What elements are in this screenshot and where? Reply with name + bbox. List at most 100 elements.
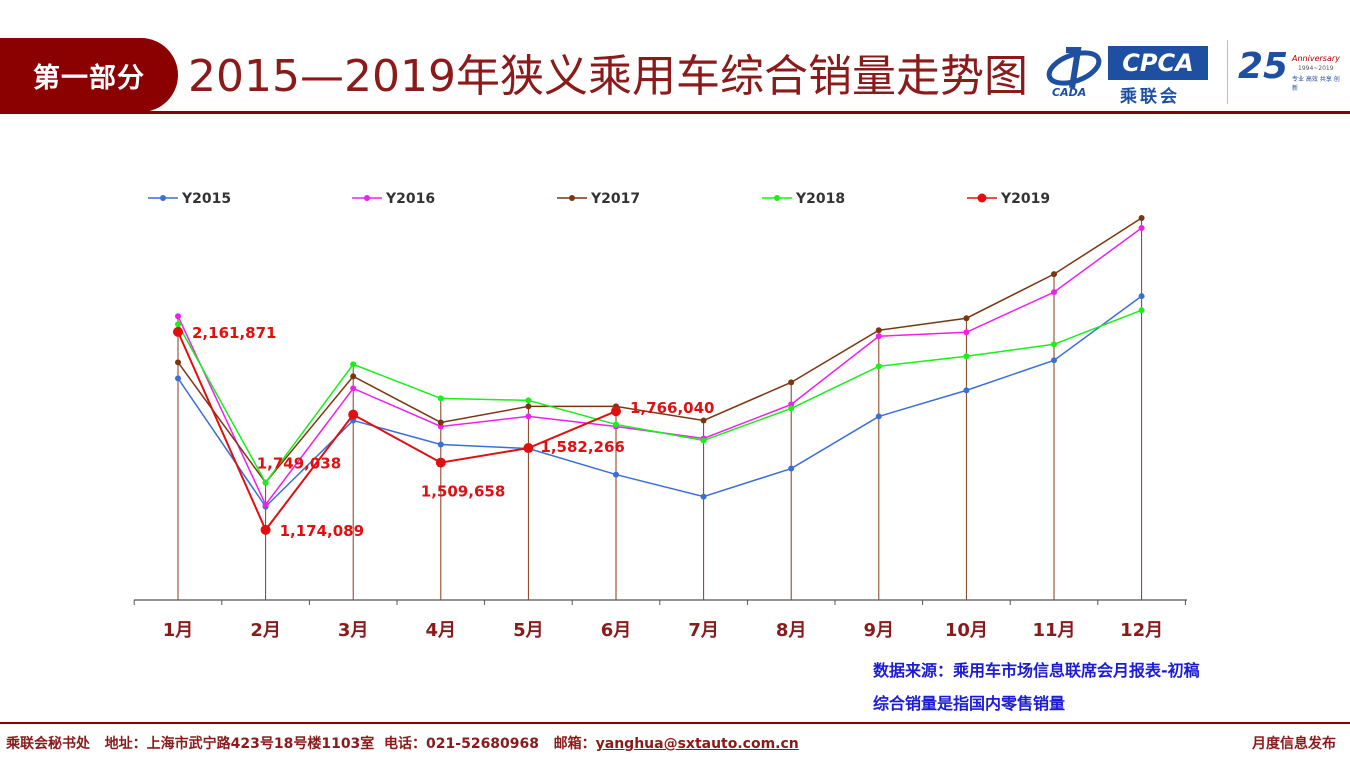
data-point-y2016	[875, 333, 882, 340]
page-title: 2015—2019年狭义乘用车综合销量走势图	[188, 51, 1028, 102]
legend-marker	[569, 195, 575, 201]
data-point-y2016	[1051, 289, 1057, 296]
data-point-y2019	[523, 443, 534, 454]
logo-separator	[1227, 40, 1228, 104]
section-tag: 第一部分	[0, 38, 178, 112]
legend-label: Y2017	[590, 191, 640, 207]
data-point-y2016	[262, 501, 269, 508]
data-point-y2016	[175, 313, 181, 320]
data-point-y2015	[613, 471, 619, 478]
anniversary-years: 1994~2019	[1298, 65, 1334, 72]
data-point-y2016	[963, 329, 970, 336]
x-tick-label: 3月	[338, 620, 369, 641]
data-point-y2015	[437, 441, 444, 448]
data-label: 1,766,040	[630, 399, 714, 417]
data-point-y2018	[437, 395, 444, 402]
data-point-y2018	[613, 421, 619, 428]
data-point-y2016	[525, 413, 532, 420]
x-tick-label: 5月	[513, 620, 544, 641]
x-tick-label: 10月	[945, 620, 988, 641]
cada-logo-text: CADA	[1052, 86, 1087, 99]
legend-label: Y2015	[181, 191, 231, 207]
data-point-y2019	[435, 457, 446, 468]
data-point-y2018	[525, 397, 532, 404]
data-point-y2015	[700, 493, 707, 500]
data-point-y2018	[175, 321, 181, 328]
data-point-y2017	[1138, 214, 1145, 221]
legend-marker	[160, 195, 166, 201]
data-point-y2015	[788, 465, 795, 472]
data-point-y2018	[875, 363, 882, 370]
legend-label: Y2016	[385, 191, 435, 207]
anniversary-tags: 专业 高效 共享 创新	[1292, 76, 1340, 92]
footer-email-label: 邮箱：	[553, 736, 596, 752]
legend-label: Y2019	[1000, 191, 1050, 207]
anniversary-text: Anniversary	[1292, 54, 1340, 63]
data-point-y2017	[788, 379, 795, 386]
cada-logo-icon	[1046, 47, 1102, 89]
data-point-y2019	[611, 406, 621, 417]
data-point-y2019	[173, 326, 183, 337]
cpca-logo: CPCA	[1108, 46, 1208, 80]
data-point-y2017	[350, 373, 357, 380]
series-line-y2018	[177, 309, 1142, 484]
data-source-note: 数据来源：乘用车市场信息联席会月报表-初稿	[873, 661, 1200, 680]
header-bar: 第一部分 2015—2019年狭义乘用车综合销量走势图 CADA CPCA 乘联…	[0, 0, 1350, 114]
x-tick-label: 1月	[163, 620, 194, 641]
data-point-y2018	[1138, 307, 1145, 314]
x-tick-label: 11月	[1032, 620, 1075, 641]
x-tick-label: 9月	[864, 620, 895, 641]
data-point-y2017	[963, 315, 970, 322]
data-point-y2015	[1051, 357, 1057, 364]
data-point-y2018	[350, 361, 357, 368]
footer-info: 乘联会秘书处 地址：上海市武宁路423号18号楼1103室 电话：021-526…	[6, 733, 799, 753]
data-point-y2017	[1051, 271, 1057, 278]
data-label: 1,582,266	[540, 438, 624, 456]
data-point-y2018	[700, 437, 707, 444]
footer-phone: 电话：021-52680968	[384, 736, 540, 752]
data-point-y2017	[525, 403, 532, 410]
data-label: 1,749,038	[257, 455, 341, 473]
data-point-y2017	[875, 327, 882, 334]
x-tick-label: 2月	[250, 620, 281, 641]
data-point-y2019	[260, 524, 271, 535]
data-point-y2018	[963, 353, 970, 360]
legend-label: Y2018	[795, 191, 845, 207]
cpca-logo-cn: 乘联会	[1120, 87, 1180, 107]
footer-divider	[0, 722, 1350, 724]
data-point-y2018	[788, 405, 795, 412]
data-point-y2015	[1138, 293, 1145, 300]
x-tick-label: 6月	[601, 620, 632, 641]
series-line-y2017	[177, 217, 1143, 484]
definition-note: 综合销量是指国内零售销量	[873, 694, 1066, 713]
data-point-y2016	[1138, 225, 1145, 232]
data-point-y2019	[348, 409, 359, 420]
data-label: 1,509,658	[421, 483, 505, 501]
x-tick-label: 8月	[776, 620, 807, 641]
footer-org: 乘联会秘书处	[6, 736, 90, 752]
legend-marker	[774, 195, 780, 201]
x-tick-label: 7月	[688, 620, 719, 641]
legend-marker	[977, 193, 987, 203]
data-point-y2018	[1051, 341, 1057, 348]
data-point-y2017	[700, 417, 707, 424]
data-point-y2015	[175, 375, 181, 382]
footer-email-link[interactable]: yanghua@sxtauto.com.cn	[595, 736, 799, 752]
data-point-y2016	[350, 385, 357, 392]
series-line-y2019	[177, 331, 617, 532]
data-point-y2018	[262, 479, 269, 486]
data-label: 2,161,871	[192, 324, 276, 342]
data-point-y2015	[875, 413, 882, 420]
anniversary-number: 25	[1238, 46, 1289, 87]
sales-trend-chart: 1月 2月 3月 4月 5月 6月 7月 8月 9月 10月 11月 12月 2,161,871 1,17…	[133, 191, 1187, 641]
data-point-y2015	[963, 387, 970, 394]
title-divider	[0, 111, 1350, 114]
footer-release-note: 月度信息发布	[1252, 736, 1336, 752]
logo-area: CADA CPCA 乘联会 25 Anniversary 1994~2019 专…	[1040, 36, 1345, 108]
x-tick-label: 12月	[1120, 620, 1163, 641]
data-label: 1,174,089	[280, 522, 364, 540]
footer-address: 地址：上海市武宁路423号18号楼1103室	[104, 736, 375, 752]
x-tick-label: 4月	[426, 620, 457, 641]
legend-marker	[364, 195, 370, 201]
data-point-y2017	[175, 359, 181, 366]
